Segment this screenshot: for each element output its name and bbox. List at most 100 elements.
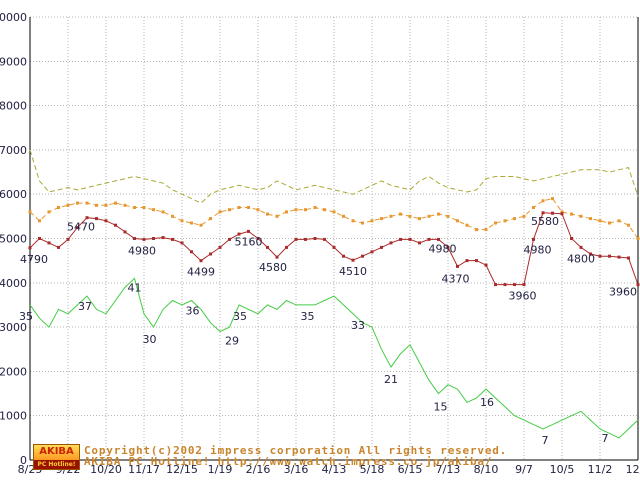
lowest-price-line-marker (617, 255, 621, 259)
average-price-line-marker (66, 203, 70, 207)
y-axis-label: 6000 (0, 188, 27, 201)
lowest-price-line-marker (532, 237, 535, 241)
average-price-line-marker (598, 219, 602, 223)
x-axis-label: 11/17 (128, 463, 160, 476)
average-price-line-marker (541, 199, 545, 203)
average-price-line-marker (133, 206, 136, 209)
lowest-price-line-marker (266, 245, 269, 249)
y-axis-label: 3000 (0, 321, 27, 334)
highest-price-line (29, 149, 639, 204)
data-point-label: 37 (78, 300, 92, 313)
lowest-price-line-marker (332, 245, 336, 249)
average-price-line-marker (361, 221, 364, 225)
y-axis-label: 8000 (0, 100, 27, 113)
footer: AKIBA PC Hotline! Copyright(c)2002 impre… (33, 444, 507, 470)
lowest-price-line-marker (285, 245, 288, 249)
average-price-line-marker (370, 219, 374, 223)
lowest-price-line-marker (95, 217, 98, 221)
average-price-line-marker (47, 210, 51, 214)
lowest-price-line-marker (133, 237, 136, 240)
lowest-price-line-marker (437, 237, 440, 241)
average-price-line-marker (437, 212, 440, 216)
average-price-line-marker (627, 223, 630, 227)
data-point-label: 4580 (259, 261, 287, 274)
lowest-price-line-marker (161, 236, 165, 240)
data-point-label: 5470 (67, 221, 95, 234)
average-price-line-marker (503, 219, 507, 223)
data-point-label: 4980 (524, 243, 552, 256)
average-price-line-marker (342, 214, 345, 218)
lowest-price-line-marker (304, 237, 307, 241)
average-price-line-marker (589, 217, 592, 221)
average-price-line-marker (389, 214, 393, 218)
lowest-price-line-marker (570, 237, 573, 240)
lowest-price-line-marker (361, 254, 364, 258)
data-point-label: 4499 (187, 266, 215, 279)
lowest-price-line-marker (66, 237, 70, 241)
average-price-line-marker (560, 210, 564, 214)
lowest-price-line-marker (608, 254, 611, 258)
average-price-line-marker (475, 228, 478, 232)
lowest-price-line-marker (247, 229, 250, 233)
akiba-pc-hotline-logo: AKIBA PC Hotline! (33, 444, 80, 470)
average-price-line-marker (199, 223, 203, 227)
x-axis-label: 10/20 (90, 463, 122, 476)
average-price-line-marker (275, 214, 279, 218)
y-axis-label: 4000 (0, 277, 27, 290)
data-point-label: 3960 (509, 290, 537, 303)
average-price-line-marker (190, 221, 193, 225)
lowest-price-line-marker (28, 246, 32, 250)
average-price-line-marker (636, 237, 640, 240)
lowest-price-line-marker (104, 219, 108, 223)
copyright-line: Copyright(c)2002 impress corporation All… (84, 444, 508, 457)
lowest-price-line-marker (228, 237, 231, 241)
lowest-price-line-marker (190, 250, 193, 254)
average-price-line-marker (351, 219, 355, 223)
average-price-line-marker (380, 217, 383, 221)
y-axis-label: 1000 (0, 410, 27, 423)
copyright-block: Copyright(c)2002 impress corporation All… (84, 445, 507, 467)
lowest-price-line-marker (503, 283, 507, 287)
average-price-line-marker (142, 206, 146, 209)
lowest-price-line-marker (389, 241, 393, 245)
lowest-price-line-marker (541, 211, 545, 215)
data-point-label: 21 (384, 373, 398, 386)
average-price-line-marker (446, 214, 450, 218)
x-axis-label: 3/16 (284, 463, 309, 476)
lowest-price-line-marker (589, 252, 592, 256)
average-price-line-marker (494, 221, 497, 225)
lowest-price-line-marker (560, 212, 564, 216)
lowest-price-line-marker (551, 211, 554, 215)
site-url-line: AKIBA PC Hotline! http://www.watch.impre… (84, 455, 493, 468)
lowest-price-line-marker (171, 237, 174, 241)
lowest-price-line-marker (76, 225, 79, 229)
average-price-line-marker (237, 206, 241, 209)
average-price-line-marker (294, 208, 298, 212)
lowest-price-line-marker (456, 264, 459, 268)
average-price-line-marker (427, 214, 431, 218)
data-point-label: 3960 (609, 286, 637, 299)
average-price-line-marker (247, 206, 250, 209)
lowest-price-line-marker (256, 237, 260, 240)
data-point-label: 7 (542, 434, 549, 447)
lowest-price-line-marker (142, 237, 146, 241)
lowest-price-line-marker (47, 241, 51, 245)
x-axis-label: 7/13 (436, 463, 461, 476)
x-axis-label: 1/19 (208, 463, 233, 476)
lowest-price-line-marker (399, 237, 402, 241)
logo-pc-hotline-text: PC Hotline! (34, 460, 79, 469)
x-axis-label: 4/13 (322, 463, 347, 476)
data-point-label: 33 (351, 319, 365, 332)
data-point-label: 16 (480, 396, 494, 409)
x-axis-label: 12/9 (626, 463, 640, 476)
data-point-label: 36 (186, 305, 200, 318)
shop-count-line (29, 277, 639, 439)
lowest-price-line-marker (323, 237, 326, 241)
lowest-price-line-marker (579, 245, 583, 249)
average-price-line-marker (323, 208, 326, 212)
lowest-price-line-marker (152, 237, 155, 240)
lowest-price-line-marker (114, 223, 117, 227)
lowest-price-line-marker (85, 216, 89, 220)
